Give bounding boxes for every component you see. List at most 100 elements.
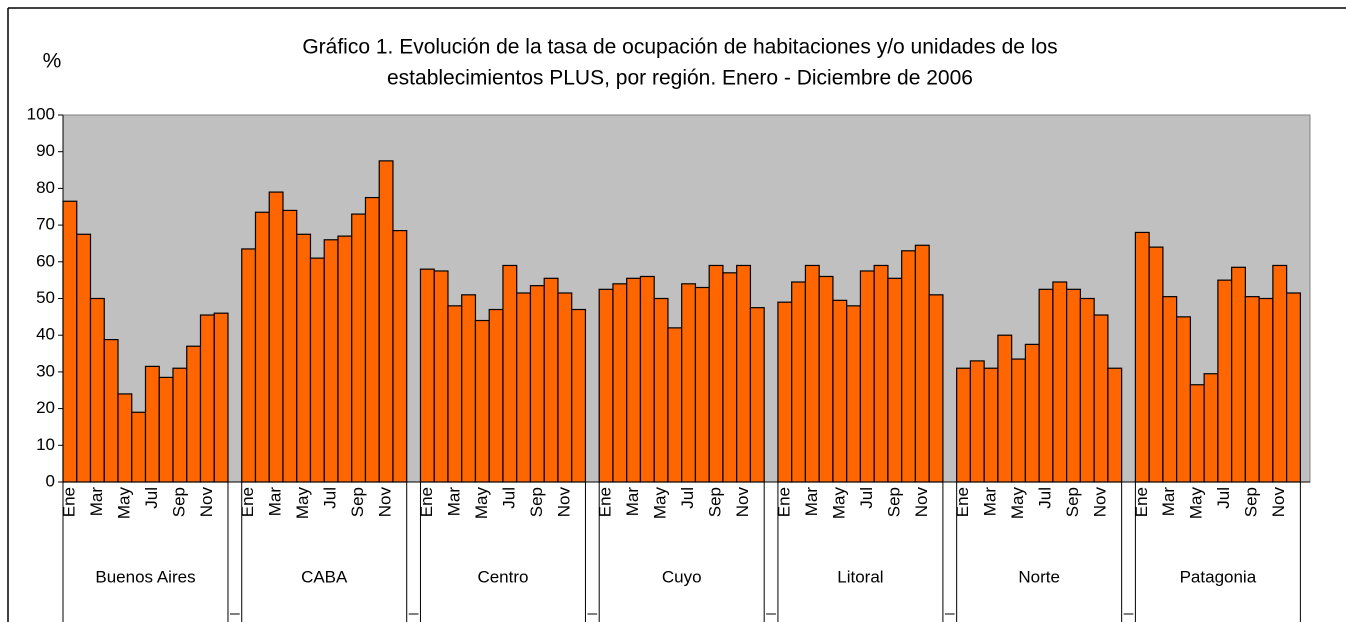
bar [914, 244, 930, 483]
bar [791, 281, 807, 483]
chart-title: Gráfico 1. Evolución de la tasa de ocupa… [302, 36, 1057, 59]
bar [722, 272, 738, 483]
x-tick-label: Jul [142, 487, 161, 509]
bar [901, 250, 917, 483]
bar [447, 305, 463, 483]
bar [846, 305, 862, 483]
group-label: Litoral [837, 567, 883, 586]
x-tick-label: Mar [87, 487, 106, 517]
y-tick-label: 50 [36, 288, 55, 307]
bar [186, 345, 202, 483]
x-tick-label: Mar [266, 487, 285, 517]
bar [62, 200, 78, 483]
bar [1258, 297, 1274, 483]
x-tick-label: Ene [596, 487, 615, 517]
bar [1217, 279, 1233, 483]
bar [626, 277, 642, 483]
bar [1011, 358, 1027, 483]
bar [1024, 343, 1040, 483]
bar [351, 213, 367, 483]
bar [502, 264, 518, 483]
bar [571, 308, 587, 483]
bar [296, 233, 312, 483]
bar [213, 312, 229, 483]
x-tick-label: Nov [1269, 487, 1288, 518]
bar [598, 288, 614, 483]
x-tick-label: Sep [1063, 487, 1082, 517]
bar [1038, 288, 1054, 483]
x-tick-label: Sep [169, 487, 188, 517]
x-tick-label: Sep [706, 487, 725, 517]
bar [488, 308, 504, 483]
x-tick-label: Mar [623, 487, 642, 517]
bar [1203, 373, 1219, 483]
x-tick-label: Nov [554, 487, 573, 518]
bar [859, 270, 875, 483]
x-tick-label: Ene [417, 487, 436, 517]
x-tick-label: May [114, 487, 133, 520]
bar [433, 270, 449, 483]
x-tick-label: Nov [912, 487, 931, 518]
bar [1231, 266, 1246, 483]
x-tick-label: Nov [1091, 487, 1110, 518]
group-label: Patagonia [1180, 567, 1257, 586]
bar [956, 367, 972, 483]
bar [969, 360, 985, 483]
bar [1176, 316, 1191, 483]
bar [736, 264, 752, 483]
x-tick-label: Nov [197, 487, 216, 518]
x-tick-label: Jul [499, 487, 518, 509]
bar [1244, 296, 1260, 483]
x-tick-label: Mar [1159, 487, 1178, 517]
bar [76, 233, 92, 483]
x-tick-label: Mar [444, 487, 463, 517]
bar [282, 209, 298, 483]
bar [1134, 231, 1150, 483]
x-tick-label: Sep [1242, 487, 1261, 517]
bar [667, 327, 683, 483]
x-tick-label: Ene [59, 487, 78, 517]
bar [557, 292, 573, 483]
bar [1148, 246, 1164, 483]
x-tick-label: May [1008, 487, 1027, 520]
bar [1093, 314, 1109, 483]
bar [529, 285, 545, 483]
bar [1066, 288, 1081, 483]
bar [639, 275, 655, 483]
bar [694, 286, 710, 483]
x-tick-label: Nov [376, 487, 395, 518]
y-axis-label: % [43, 50, 62, 73]
bar [337, 235, 353, 483]
bar [419, 268, 435, 483]
y-tick-label: 30 [36, 361, 55, 380]
y-tick-label: 40 [36, 325, 55, 344]
x-tick-label: May [293, 487, 312, 520]
y-tick-label: 100 [27, 104, 55, 123]
bar [254, 211, 270, 483]
bar [1079, 297, 1095, 483]
bar [172, 367, 188, 483]
x-tick-label: Sep [527, 487, 546, 517]
bar [117, 393, 133, 483]
bar [873, 264, 889, 483]
x-tick-label: Nov [733, 487, 752, 518]
bar [928, 294, 944, 483]
bar [1272, 264, 1288, 483]
x-tick-label: Jul [1036, 487, 1055, 509]
bar [1107, 367, 1123, 483]
bar [364, 196, 380, 483]
x-tick-label: May [651, 487, 670, 520]
group-label: Norte [1018, 567, 1060, 586]
bar [777, 301, 793, 483]
chart-title: establecimientos PLUS, por región. Enero… [387, 67, 973, 90]
x-tick-label: Jul [1214, 487, 1233, 509]
bar [749, 307, 765, 483]
bar [653, 297, 669, 483]
y-tick-label: 90 [36, 141, 55, 160]
bar [983, 367, 999, 483]
bar [131, 411, 147, 483]
bar [516, 292, 532, 483]
bar [708, 264, 724, 483]
x-tick-label: Ene [238, 487, 257, 517]
